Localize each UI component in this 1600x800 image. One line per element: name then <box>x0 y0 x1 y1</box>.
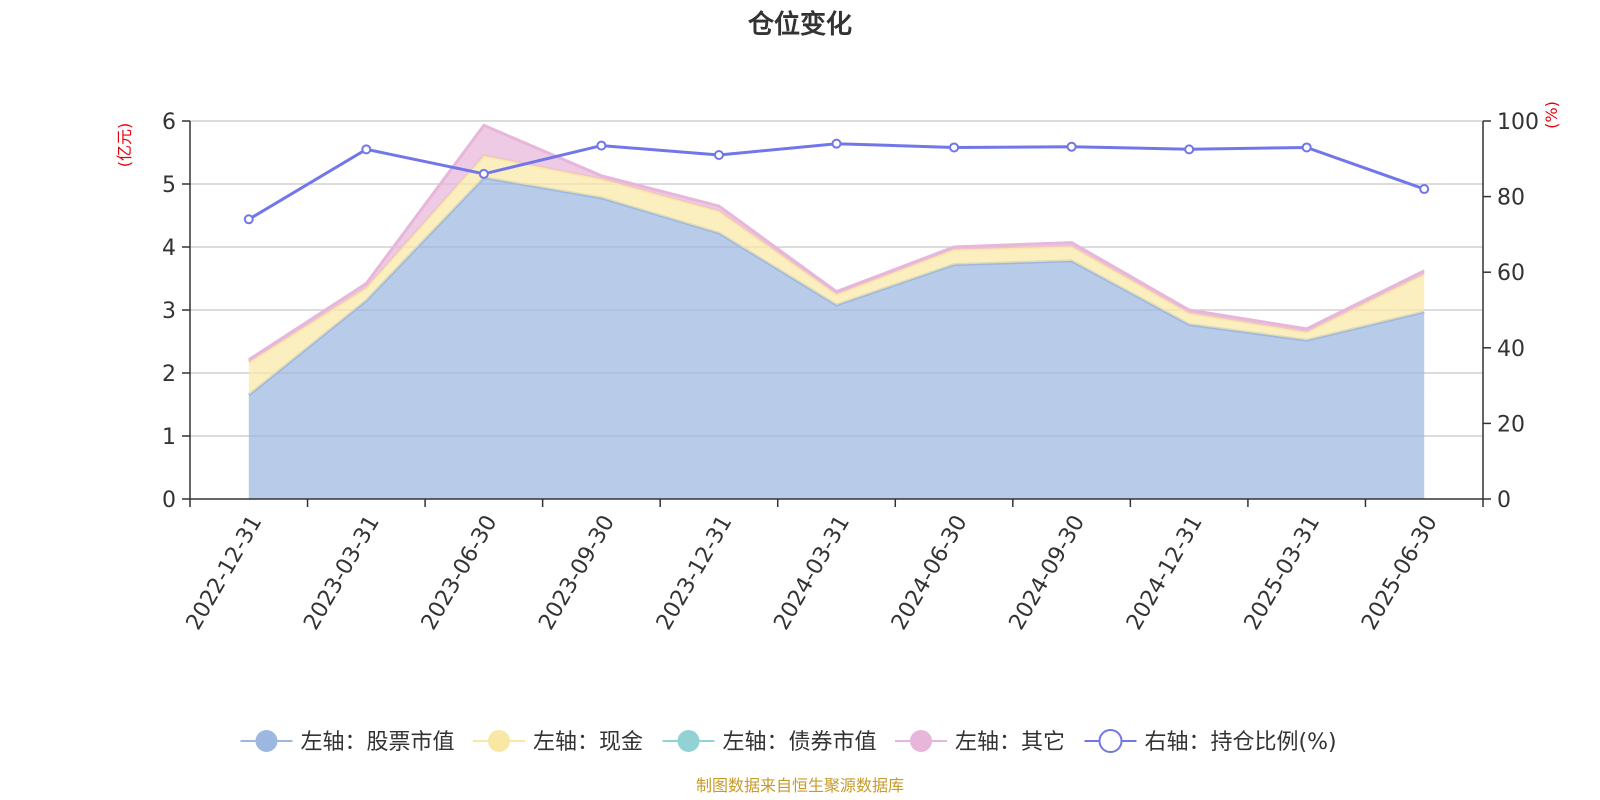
ratio-point-2024-03-31 <box>831 138 842 149</box>
ratio-point-2025-03-31 <box>1301 142 1312 153</box>
left-tick-label: 5 <box>162 173 176 198</box>
x-tick-label: 2025-06-30 <box>1357 511 1443 634</box>
area-edge-左轴：其它 <box>247 123 1425 362</box>
x-tick-label: 2023-06-30 <box>417 511 503 634</box>
right-tick-label: 60 <box>1497 261 1525 286</box>
ratio-point-2023-03-31 <box>361 144 372 155</box>
legend-marker <box>1098 729 1123 753</box>
ratio-point-2025-06-30 <box>1419 184 1430 195</box>
ratio-point-2024-12-31 <box>1184 144 1195 155</box>
legend-marker <box>488 730 510 752</box>
legend-item-左轴：现金: 左轴：现金 <box>473 730 643 755</box>
x-tick-label: 2023-12-31 <box>652 511 738 634</box>
legend-label: 左轴：股票市值 <box>301 730 455 755</box>
x-tick-label: 2022-12-31 <box>182 511 268 634</box>
legend-label: 右轴：持仓比例(%) <box>1145 730 1337 755</box>
right-tick-label: 0 <box>1497 488 1511 513</box>
x-tick-label: 2024-03-31 <box>769 511 855 634</box>
left-tick-label: 3 <box>162 299 176 324</box>
x-tick-label: 2023-03-31 <box>299 511 385 634</box>
x-tick-label: 2024-12-31 <box>1122 511 1208 634</box>
ratio-point-2022-12-31 <box>243 214 254 225</box>
left-tick-label: 1 <box>162 425 176 450</box>
left-tick-label: 6 <box>162 110 176 135</box>
ratio-point-2023-09-30 <box>596 140 607 151</box>
legend-item-左轴：其它: 左轴：其它 <box>895 730 1065 755</box>
legend-label: 左轴：其它 <box>955 730 1065 755</box>
legend-item-左轴：股票市值: 左轴：股票市值 <box>240 730 455 755</box>
legend-item-左轴：债券市值: 左轴：债券市值 <box>662 730 877 755</box>
right-tick-label: 100 <box>1497 110 1539 135</box>
right-tick-label: 20 <box>1497 412 1525 437</box>
legend-marker <box>677 730 700 752</box>
data-source-note: 制图数据来自恒生聚源数据库 <box>696 776 904 795</box>
area-左轴：股票市值 <box>248 177 1425 499</box>
left-tick-label: 2 <box>162 362 176 387</box>
legend-marker <box>255 730 278 752</box>
ratio-point-2024-06-30 <box>949 142 960 153</box>
ratio-point-2023-12-31 <box>713 150 724 161</box>
legend-label: 左轴：现金 <box>533 730 643 755</box>
legend-item-右轴：持仓比例(%): 右轴：持仓比例(%) <box>1084 729 1337 755</box>
x-tick-label: 2024-06-30 <box>887 511 973 634</box>
left-axis-unit: (亿元) <box>115 123 134 168</box>
left-tick-label: 0 <box>162 488 176 513</box>
chart-title: 仓位变化 <box>747 9 852 40</box>
ratio-line <box>243 138 1430 225</box>
right-axis-unit: (%) <box>1542 101 1561 129</box>
legend-label: 左轴：债券市值 <box>723 730 877 755</box>
right-tick-label: 80 <box>1497 186 1525 211</box>
ratio-point-2023-06-30 <box>478 168 489 179</box>
x-tick-label: 2024-09-30 <box>1005 511 1091 634</box>
ratio-point-2024-09-30 <box>1066 141 1077 152</box>
x-tick-label: 2023-09-30 <box>534 511 620 634</box>
legend-marker <box>910 730 932 752</box>
x-tick-label: 2025-03-31 <box>1240 511 1326 634</box>
legend: 左轴：股票市值 左轴：现金 左轴：债券市值 左轴：其它 右轴：持仓比例(%) <box>240 729 1337 755</box>
right-tick-label: 40 <box>1497 337 1525 362</box>
left-tick-label: 4 <box>162 236 176 261</box>
stacked-areas <box>247 123 1425 499</box>
